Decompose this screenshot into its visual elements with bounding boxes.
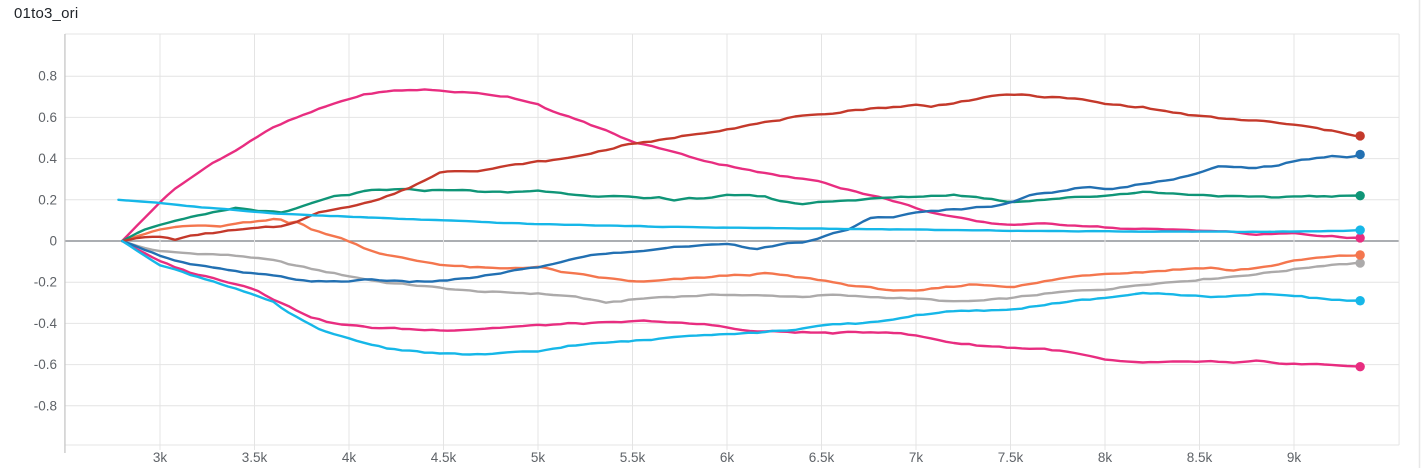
- x-tick-label: 3.5k: [242, 450, 268, 465]
- y-tick-label: -0.2: [34, 275, 57, 290]
- y-tick-label: 0.2: [38, 192, 57, 207]
- series-lines: [117, 88, 1362, 368]
- series-endpoint-gray[interactable]: [1355, 258, 1365, 268]
- series-endpoint-green[interactable]: [1355, 190, 1365, 201]
- series-line-cyan-lower[interactable]: [121, 239, 1362, 356]
- y-tick-label: 0.4: [38, 151, 57, 166]
- x-tick-label: 8k: [1098, 450, 1113, 465]
- series-endpoints: [1355, 131, 1365, 372]
- x-tick-label: 6k: [720, 450, 735, 465]
- x-tick-label: 4.5k: [431, 450, 457, 465]
- series-line-blue[interactable]: [121, 153, 1362, 284]
- series-line-orange[interactable]: [121, 217, 1362, 292]
- x-tick-label: 4k: [342, 450, 357, 465]
- gridlines: [64, 33, 1400, 450]
- x-axis-labels: 3k 3.5k 4k 4.5k 5k 5.5k 6k 6.5k 7k 7.5k 8k 8.5k 9k: [153, 450, 1302, 465]
- series-line-gray[interactable]: [121, 239, 1362, 304]
- y-tick-label: -0.6: [34, 357, 57, 372]
- series-line-red[interactable]: [121, 93, 1362, 243]
- axes: [64, 0, 1421, 468]
- y-tick-label: 0.6: [38, 110, 57, 125]
- series-endpoint-pink-upper[interactable]: [1355, 233, 1365, 243]
- series-endpoint-pink-lower[interactable]: [1355, 361, 1365, 372]
- y-axis-labels: 0.8 0.6 0.4 0.2 0 -0.2 -0.4 -0.6 -0.8: [34, 69, 58, 414]
- series-endpoint-cyan-lower[interactable]: [1355, 296, 1365, 306]
- y-tick-label: -0.8: [34, 398, 57, 413]
- series-endpoint-orange[interactable]: [1355, 250, 1365, 260]
- x-tick-label: 9k: [1287, 450, 1302, 465]
- series-line-pink-lower[interactable]: [121, 239, 1362, 368]
- series-line-pink-upper[interactable]: [121, 88, 1362, 243]
- x-tick-label: 7k: [909, 450, 924, 465]
- series-endpoint-blue[interactable]: [1355, 149, 1365, 160]
- series-endpoint-cyan-upper[interactable]: [1355, 225, 1365, 235]
- y-tick-label: 0: [49, 234, 57, 249]
- y-tick-label: -0.4: [34, 316, 58, 331]
- x-tick-label: 7.5k: [998, 450, 1024, 465]
- series-endpoint-red[interactable]: [1355, 131, 1365, 141]
- chart-title: 01to3_ori: [14, 5, 79, 22]
- x-tick-label: 5k: [531, 450, 546, 465]
- x-tick-label: 5.5k: [620, 450, 646, 465]
- series-line-green[interactable]: [121, 187, 1362, 243]
- y-tick-label: 0.8: [38, 69, 57, 84]
- series-line-cyan-upper[interactable]: [117, 198, 1362, 234]
- x-tick-label: 6.5k: [809, 450, 835, 465]
- x-tick-label: 8.5k: [1187, 450, 1213, 465]
- x-tick-label: 3k: [153, 450, 168, 465]
